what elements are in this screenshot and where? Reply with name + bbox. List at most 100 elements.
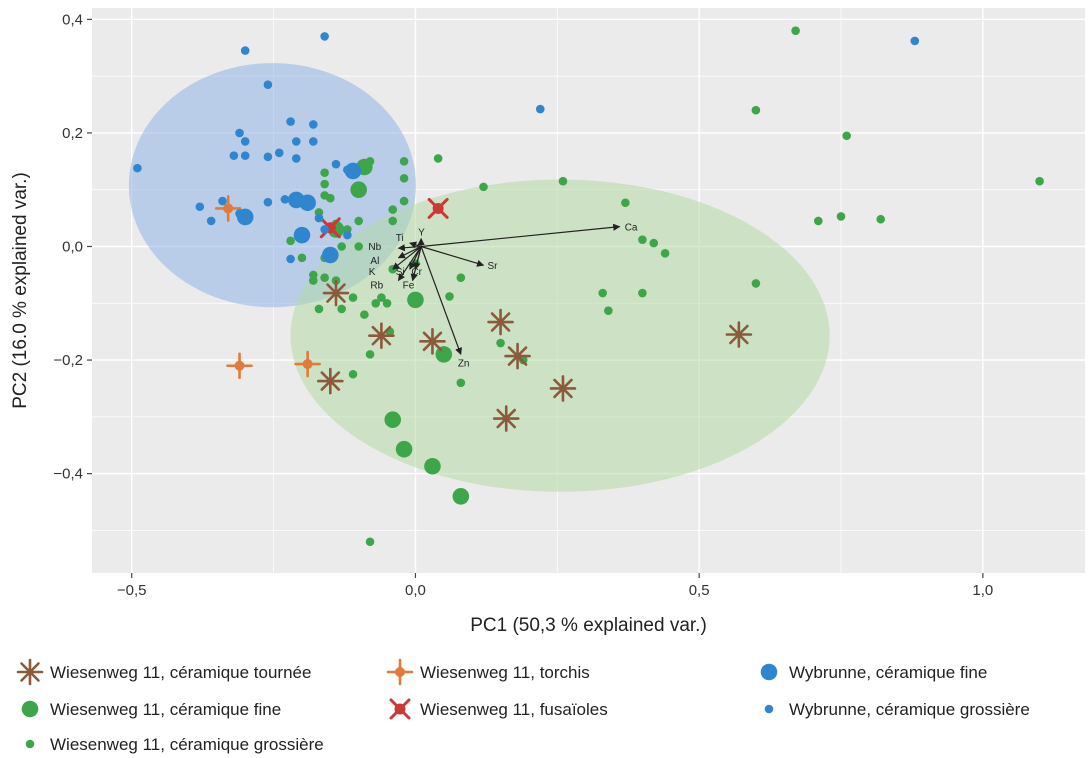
point-wybrunne-ceramique-grossiere	[280, 195, 290, 204]
point-wiesenweg-11-ceramique-tournee	[504, 342, 531, 370]
point-wiesenweg-11-ceramique-fine	[395, 440, 413, 458]
point-wiesenweg-11-fusaioles	[319, 217, 341, 239]
point-wybrunne-ceramique-grossiere	[263, 80, 273, 89]
point-wiesenweg-11-ceramique-grossiere	[371, 298, 381, 308]
loading-label-si: Si	[396, 267, 405, 278]
legend-label: Wybrunne, céramique fine	[789, 663, 987, 682]
legend-item-wybrunne-ceramique-grossiere: Wybrunne, céramique grossière	[764, 700, 1030, 719]
point-wybrunne-ceramique-grossiere	[274, 148, 284, 158]
point-wybrunne-ceramique-grossiere	[229, 151, 239, 160]
loading-arrow-fe	[410, 246, 422, 282]
point-wybrunne-ceramique-grossiere	[235, 209, 244, 218]
loading-arrow-ti	[409, 241, 422, 249]
point-wybrunne-ceramique-grossiere	[343, 230, 352, 240]
y-tick-label: 0,2	[62, 125, 83, 142]
point-wiesenweg-11-ceramique-grossiere	[456, 273, 466, 283]
point-wiesenweg-11-ceramique-grossiere	[320, 179, 329, 189]
point-wiesenweg-11-ceramique-tournee	[419, 328, 446, 355]
point-wybrunne-ceramique-grossiere	[218, 196, 227, 206]
x-tick-label: 1,0	[972, 582, 993, 599]
legend-item-wiesenweg-11-ceramique-tournee: Wiesenweg 11, céramique tournée	[16, 658, 311, 686]
point-wiesenweg-11-ceramique-grossiere	[337, 242, 346, 251]
legend-marker-dot-large	[760, 663, 778, 681]
point-wiesenweg-11-ceramique-grossiere	[496, 338, 505, 348]
legend-item-wiesenweg-11-torchis: Wiesenweg 11, torchis	[386, 658, 590, 686]
point-wybrunne-ceramique-grossiere	[195, 202, 205, 212]
point-wiesenweg-11-ceramique-grossiere	[814, 216, 823, 226]
point-wiesenweg-11-ceramique-grossiere	[354, 216, 363, 226]
point-wiesenweg-11-ceramique-tournee	[368, 322, 395, 349]
point-wiesenweg-11-ceramique-fine	[350, 181, 367, 199]
point-wybrunne-ceramique-grossiere	[331, 159, 341, 169]
point-wiesenweg-11-ceramique-grossiere	[388, 216, 398, 226]
point-wybrunne-ceramique-grossiere	[314, 213, 324, 223]
point-wiesenweg-11-ceramique-tournee	[549, 375, 577, 402]
loading-label-zn: Zn	[458, 358, 470, 369]
point-wybrunne-ceramique-grossiere	[343, 165, 352, 175]
legend-item-wiesenweg-11-ceramique-grossiere: Wiesenweg 11, céramique grossière	[25, 735, 324, 754]
point-wybrunne-ceramique-grossiere	[291, 137, 301, 146]
loading-label-y: Y	[418, 228, 425, 239]
loading-label-k: K	[369, 267, 376, 278]
point-wybrunne-ceramique-fine	[322, 246, 339, 264]
loading-arrow-zn	[420, 246, 462, 356]
point-wiesenweg-11-ceramique-grossiere	[638, 235, 647, 244]
legend-label: Wiesenweg 11, fusaïoles	[420, 700, 608, 719]
point-wiesenweg-11-ceramique-grossiere	[558, 176, 568, 186]
point-wybrunne-ceramique-grossiere	[286, 117, 295, 126]
point-wiesenweg-11-ceramique-fine	[424, 457, 441, 475]
loading-label-rb: Rb	[370, 281, 383, 292]
point-wybrunne-ceramique-grossiere	[240, 137, 250, 146]
legend-marker-dot-large	[21, 700, 39, 718]
legend-marker-asterisk	[16, 658, 44, 686]
point-wybrunne-ceramique-grossiere	[240, 46, 250, 55]
point-wybrunne-ceramique-fine	[293, 226, 311, 244]
loading-arrow-ca	[421, 223, 621, 248]
point-wiesenweg-11-ceramique-grossiere	[791, 26, 800, 36]
point-wybrunne-ceramique-grossiere	[320, 32, 329, 41]
legend-marker-xcross	[389, 698, 411, 720]
point-wiesenweg-11-ceramique-grossiere	[286, 236, 295, 246]
loading-label-cr: Cr	[411, 267, 422, 278]
point-wiesenweg-11-ceramique-grossiere	[348, 293, 358, 302]
legend-item-wiesenweg-11-fusaioles: Wiesenweg 11, fusaïoles	[389, 698, 608, 720]
y-tick-label: 0,0	[62, 238, 83, 255]
point-wiesenweg-11-ceramique-grossiere	[660, 249, 670, 258]
legend-label: Wiesenweg 11, céramique tournée	[50, 663, 311, 682]
point-wiesenweg-11-torchis	[226, 352, 253, 380]
point-wiesenweg-11-ceramique-grossiere	[308, 276, 318, 285]
loading-arrow-rb	[397, 246, 422, 282]
point-wiesenweg-11-ceramique-grossiere	[354, 242, 363, 251]
x-tick-label: 0,0	[405, 582, 426, 599]
point-wiesenweg-11-ceramique-grossiere	[1035, 176, 1044, 186]
loading-arrow-al	[397, 245, 422, 259]
point-wybrunne-ceramique-grossiere	[910, 36, 920, 46]
point-wiesenweg-11-torchis	[294, 350, 321, 378]
point-wiesenweg-11-ceramique-grossiere	[365, 537, 375, 547]
loading-arrow-sr	[420, 245, 485, 267]
loading-arrow-nb	[397, 244, 422, 252]
legend-item-wybrunne-ceramique-fine: Wybrunne, céramique fine	[760, 663, 987, 682]
point-wiesenweg-11-ceramique-grossiere	[320, 273, 329, 283]
y-axis-label: PC2 (16.0 % explained var.)	[10, 172, 31, 409]
point-wiesenweg-11-ceramique-grossiere	[388, 205, 398, 214]
y-tick-label: −0,4	[53, 466, 83, 483]
legend-marker-dot-small	[25, 739, 35, 749]
point-wiesenweg-11-ceramique-grossiere	[365, 350, 375, 359]
point-wiesenweg-11-ceramique-grossiere	[836, 212, 846, 221]
y-tick-label: 0,4	[62, 11, 83, 28]
point-wiesenweg-11-ceramique-grossiere	[751, 105, 761, 115]
point-wiesenweg-11-ceramique-grossiere	[621, 198, 630, 208]
point-wybrunne-ceramique-grossiere	[263, 197, 273, 207]
point-wiesenweg-11-ceramique-grossiere	[399, 196, 409, 206]
point-wiesenweg-11-ceramique-fine	[452, 488, 470, 505]
legend-label: Wiesenweg 11, céramique grossière	[50, 735, 324, 754]
x-tick-label: 0,5	[689, 582, 710, 599]
point-wiesenweg-11-ceramique-grossiere	[638, 288, 647, 298]
point-wiesenweg-11-ceramique-grossiere	[842, 131, 851, 141]
point-wybrunne-ceramique-grossiere	[263, 152, 273, 162]
loading-label-sr: Sr	[488, 261, 499, 272]
legend-label: Wiesenweg 11, céramique fine	[50, 700, 281, 719]
point-wiesenweg-11-ceramique-grossiere	[433, 154, 443, 163]
point-wiesenweg-11-ceramique-grossiere	[348, 369, 358, 379]
